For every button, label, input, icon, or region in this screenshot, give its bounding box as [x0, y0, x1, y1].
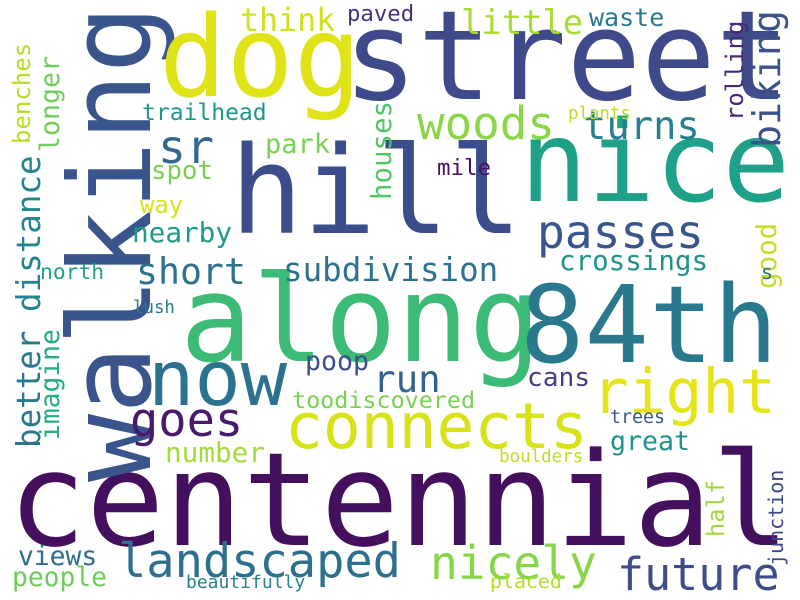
word-half: half — [702, 479, 730, 537]
word-imagine: imagine — [36, 329, 66, 440]
word-little: little — [461, 2, 584, 42]
word-poop: poop — [305, 346, 370, 378]
word-people: people — [12, 563, 107, 594]
word-plants: plants — [568, 104, 631, 125]
word-along: along — [180, 251, 542, 391]
word-cans: cans — [527, 363, 591, 394]
word-right: right — [592, 357, 776, 429]
word-think: think — [240, 3, 336, 40]
word-beautifully: beautifully — [186, 572, 306, 594]
word-dog: dog — [159, 0, 362, 123]
word-trailhead: trailhead — [142, 100, 267, 127]
word-north: north — [40, 260, 105, 286]
word-boulders: boulders — [499, 447, 584, 468]
word-centennial: centennial — [8, 424, 790, 577]
word-nicely: nicely — [430, 535, 597, 590]
word-now: now — [148, 334, 288, 424]
word-street: street — [343, 0, 791, 130]
word-sr: sr — [158, 119, 214, 174]
word-rolling: rolling — [721, 20, 749, 121]
word-subdivision: subdivision — [283, 251, 499, 290]
word-way: way — [140, 191, 183, 220]
word-landscaped: landscaped — [118, 533, 401, 589]
word-biking: biking — [746, 10, 790, 148]
word-nearby: nearby — [132, 216, 233, 250]
word-hill: hill — [230, 120, 523, 263]
word-waste: waste — [589, 3, 665, 33]
word-nice: nice — [520, 97, 790, 228]
word-toodiscovered: toodiscovered — [292, 386, 476, 415]
word-lush: lush — [133, 298, 175, 319]
word-paved: paved — [347, 1, 415, 28]
word-short: short — [136, 249, 246, 293]
word-longer: longer — [35, 55, 66, 152]
word-s: s — [761, 260, 774, 285]
word-houses: houses — [367, 101, 398, 200]
word-turns: turns — [583, 103, 700, 149]
word-woods: woods — [417, 95, 555, 150]
word-distance: distance — [10, 155, 48, 312]
word-placed: placed — [490, 570, 562, 594]
word-trees: trees — [610, 407, 666, 429]
word-crossings: crossings — [559, 245, 709, 278]
word-benches: benches — [8, 42, 36, 144]
word-goes: goes — [130, 392, 244, 448]
word-connects: connects — [285, 390, 588, 464]
word-passes: passes — [537, 204, 704, 259]
word-spot: spot — [151, 156, 213, 187]
word-mile: mile — [437, 155, 491, 182]
word-84th: 84th — [520, 263, 778, 388]
word-park: park — [265, 129, 331, 161]
word-views: views — [18, 542, 98, 573]
word-great: great — [610, 426, 691, 458]
word-run: run — [373, 356, 441, 401]
word-future: future — [617, 547, 780, 600]
word-number: number — [165, 436, 266, 470]
word-junction: junction — [764, 469, 788, 566]
